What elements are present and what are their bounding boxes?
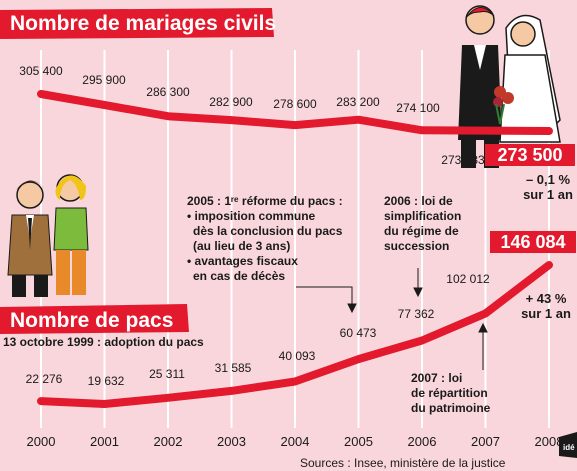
mariages-highlight-value: 273 500	[497, 145, 562, 165]
annotation-2006: 2006 : loi de simplification du régime d…	[384, 194, 465, 253]
annotation-2007: 2007 : loi de répartition du patrimoine	[411, 371, 491, 415]
mariages-highlight-box	[485, 144, 575, 166]
mariages-value-label-2006: 274 100	[396, 101, 440, 115]
annotation-2006-line-1: 2006 : loi de	[384, 194, 453, 208]
annotation-2006-line-3: du régime de	[384, 224, 459, 238]
annotation-2005: 2005 : 1ʳᵉ réforme du pacs : • impositio…	[187, 194, 346, 283]
source-note: Sources : Insee, ministère de la justice	[300, 456, 506, 470]
x-tick-label: 2003	[217, 434, 246, 449]
mariages-value-label-2002: 286 300	[146, 85, 190, 99]
wedding-couple-illustration	[458, 5, 561, 168]
mariages-value-label-2007: 273 833	[441, 153, 485, 167]
pacs-title: Nombre de pacs	[10, 309, 173, 332]
annotation-2005-line-3: dès la conclusion du pacs	[193, 224, 343, 238]
annotation-2007-line-1: 2007 : loi	[411, 371, 462, 385]
x-tick-label: 2004	[281, 434, 310, 449]
mariages-value-label-2001: 295 900	[82, 73, 126, 87]
annotation-2005-line-4: (au lieu de 3 ans)	[193, 239, 290, 253]
mariages-value-label-2000: 305 400	[19, 64, 63, 78]
pacs-value-label-2000: 22 276	[26, 372, 63, 386]
mariages-period: sur 1 an	[523, 187, 573, 202]
pacs-value-label-2003: 31 585	[215, 361, 252, 375]
pacs-title-banner	[0, 304, 189, 334]
x-tick-label: 2007	[471, 434, 500, 449]
mariages-change: – 0,1 %	[526, 172, 571, 187]
pacs-highlight-value: 146 084	[500, 232, 565, 252]
mariages-series: 305 400 295 900 286 300 282 900 278 600 283 2…	[19, 64, 553, 167]
annotation-2007-line-3: du patrimoine	[411, 401, 491, 415]
x-axis-labels: 2000 2001 2002 2003 2004 2005 2006 2007 2008	[27, 434, 564, 449]
annotation-2005-line-1: 2005 : 1ʳᵉ réforme du pacs :	[187, 194, 343, 208]
annotation-2007-line-2: de répartition	[411, 386, 488, 400]
pacs-subtitle: 13 octobre 1999 : adoption du pacs	[3, 335, 204, 349]
pacs-couple-illustration	[7, 174, 89, 297]
mariages-value-label-2003: 282 900	[209, 95, 253, 109]
logo-text: idé	[563, 443, 575, 452]
annotation-2005-line-2: • imposition commune	[187, 209, 316, 223]
mariages-title-banner	[0, 8, 274, 39]
x-tick-label: 2006	[408, 434, 437, 449]
pacs-value-label-2007: 102 012	[446, 272, 490, 286]
x-tick-label: 2008	[535, 434, 564, 449]
pacs-value-label-2001: 19 632	[88, 374, 125, 388]
pacs-value-label-2002: 25 311	[149, 367, 185, 381]
publisher-logo: idé	[559, 432, 577, 458]
pacs-change: + 43 %	[526, 291, 567, 306]
x-tick-label: 2000	[27, 434, 56, 449]
annotation-2005-line-5: • avantages fiscaux	[187, 254, 298, 268]
pacs-series: 22 276 19 632 25 311 31 585 40 093 60 473 77 3…	[26, 261, 553, 408]
pacs-value-label-2005: 60 473	[340, 326, 377, 340]
mariages-title: Nombre de mariages civils	[10, 12, 276, 35]
x-tick-label: 2001	[90, 434, 119, 449]
pacs-period: sur 1 an	[521, 306, 571, 321]
pacs-value-label-2004: 40 093	[279, 349, 316, 363]
pacs-highlight-box	[490, 231, 576, 253]
mariages-value-label-2004: 278 600	[273, 97, 317, 111]
pacs-value-label-2006: 77 362	[398, 307, 435, 321]
x-tick-label: 2002	[154, 434, 183, 449]
x-tick-label: 2005	[344, 434, 373, 449]
annotation-2006-line-2: simplification	[384, 209, 461, 223]
annotation-arrows	[296, 268, 488, 370]
mariages-value-label-2005: 283 200	[336, 95, 380, 109]
annotation-2005-line-6: en cas de décès	[193, 269, 285, 283]
annotation-2006-line-4: succession	[384, 239, 449, 253]
